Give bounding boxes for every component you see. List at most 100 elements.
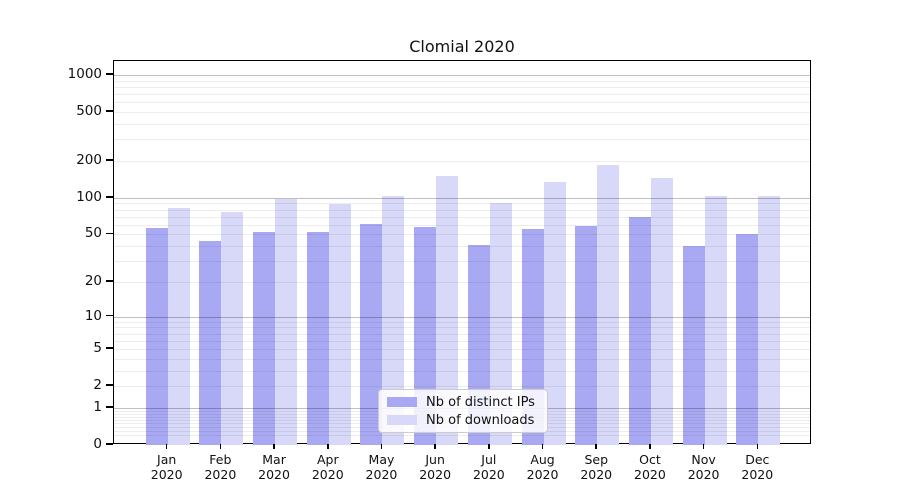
bar-distinct-ips: [306, 232, 329, 445]
x-axis-tick: [756, 444, 759, 449]
bar-downloads: [597, 164, 620, 445]
x-axis-tick-label: Jul 2020: [472, 452, 505, 482]
y-axis-tick-label: 1: [93, 398, 102, 415]
x-axis-tick-label: Mar 2020: [258, 452, 290, 482]
y-axis-tick: [106, 110, 113, 112]
x-axis-tick: [165, 444, 168, 449]
y-axis-tick: [106, 384, 113, 386]
bar-distinct-ips: [736, 234, 759, 445]
bar-downloads: [650, 178, 673, 445]
x-axis-tick: [488, 444, 490, 449]
y-axis-tick-label: 5: [93, 340, 102, 357]
gridline-minor: [114, 340, 810, 342]
gridline-minor: [114, 358, 810, 360]
gridline-major: [114, 316, 810, 318]
x-axis-tick-label: Dec 2020: [741, 452, 774, 482]
legend: Nb of distinct IPs Nb of downloads: [378, 389, 548, 433]
bar-distinct-ips: [575, 225, 598, 445]
bar-downloads: [275, 198, 298, 445]
gridline-minor: [114, 102, 810, 104]
y-axis-tick: [106, 196, 113, 198]
bar-downloads: [489, 203, 512, 445]
gridline-minor: [114, 80, 810, 82]
gridline-minor: [114, 203, 810, 205]
x-axis-tick-label: Jun 2020: [419, 452, 452, 482]
gridline-major: [114, 197, 810, 199]
y-axis-tick: [106, 406, 113, 408]
x-axis-tick-label: Nov 2020: [687, 452, 720, 482]
y-axis-tick-label: 200: [76, 151, 102, 168]
x-axis-tick-label: May 2020: [365, 452, 398, 482]
bar-distinct-ips: [682, 246, 705, 445]
y-axis-tick: [106, 73, 113, 75]
gridline-minor: [114, 370, 810, 372]
gridline-minor: [114, 123, 810, 125]
gridline-minor: [114, 209, 810, 211]
gridline-minor: [114, 86, 810, 88]
gridline-minor: [114, 321, 810, 323]
gridline-minor: [114, 160, 810, 162]
gridline-minor: [114, 139, 810, 141]
legend-label-downloads: Nb of downloads: [426, 412, 535, 428]
x-axis-tick: [380, 444, 383, 449]
bar-downloads: [221, 212, 244, 445]
y-axis-tick: [106, 280, 113, 282]
gridline-minor: [114, 333, 810, 335]
bar-distinct-ips: [199, 241, 222, 445]
bar-downloads: [704, 195, 727, 445]
x-axis-tick-label: Feb 2020: [204, 452, 237, 482]
gridline-minor: [114, 281, 810, 283]
legend-swatch-downloads-icon: [387, 415, 417, 425]
x-axis-tick: [541, 444, 544, 449]
gridline-minor: [114, 327, 810, 329]
gridline-minor: [114, 261, 810, 263]
gridline-minor: [114, 234, 810, 236]
bar-downloads: [328, 204, 351, 445]
y-axis-tick: [106, 347, 113, 349]
legend-item-downloads: Nb of downloads: [387, 413, 539, 428]
y-axis-tick-label: 20: [84, 272, 102, 289]
gridline-minor: [114, 386, 810, 388]
y-axis-tick: [106, 232, 113, 235]
y-axis-tick: [106, 443, 113, 445]
bar-downloads: [758, 195, 781, 445]
y-axis-tick-label: 10: [84, 307, 102, 324]
y-axis-tick-label: 2: [93, 377, 102, 394]
gridline-minor: [114, 112, 810, 114]
legend-item-distinct-ips: Nb of distinct IPs: [387, 395, 539, 410]
bar-downloads: [167, 208, 190, 445]
gridline-minor: [114, 349, 810, 351]
gridline-minor: [114, 435, 810, 437]
x-axis-tick: [219, 444, 222, 449]
x-axis-tick-label: Oct 2020: [634, 452, 666, 482]
bar-downloads: [436, 175, 459, 445]
x-axis-tick: [273, 444, 275, 449]
y-axis-tick-label: 50: [84, 225, 102, 242]
gridline-minor: [114, 94, 810, 96]
y-axis-tick-label: 1000: [67, 66, 102, 82]
chart-title: Clomial 2020: [409, 37, 515, 56]
gridline-minor: [114, 224, 810, 226]
x-axis-tick-label: Aug 2020: [526, 452, 559, 482]
x-axis-tick: [702, 444, 705, 449]
bar-downloads: [382, 195, 405, 445]
bar-downloads: [543, 181, 566, 445]
x-axis-tick-label: Apr 2020: [311, 452, 344, 482]
gridline-minor: [114, 216, 810, 218]
bar-distinct-ips: [253, 232, 276, 445]
y-axis-tick: [106, 159, 113, 161]
bar-distinct-ips: [360, 223, 383, 445]
bar-distinct-ips: [628, 216, 651, 445]
x-axis-tick-label: Sep 2020: [580, 452, 613, 482]
x-axis-tick-label: Jan 2020: [150, 452, 183, 482]
y-axis-tick-label: 100: [76, 188, 102, 205]
y-axis-tick: [106, 314, 113, 317]
x-axis-tick: [649, 444, 651, 449]
gridline-major: [114, 75, 810, 76]
bar-distinct-ips: [145, 228, 168, 445]
y-axis-tick-label: 500: [76, 103, 102, 120]
x-axis-tick: [595, 444, 597, 449]
x-axis-tick: [327, 444, 329, 449]
legend-swatch-distinct-ips-icon: [387, 397, 417, 407]
